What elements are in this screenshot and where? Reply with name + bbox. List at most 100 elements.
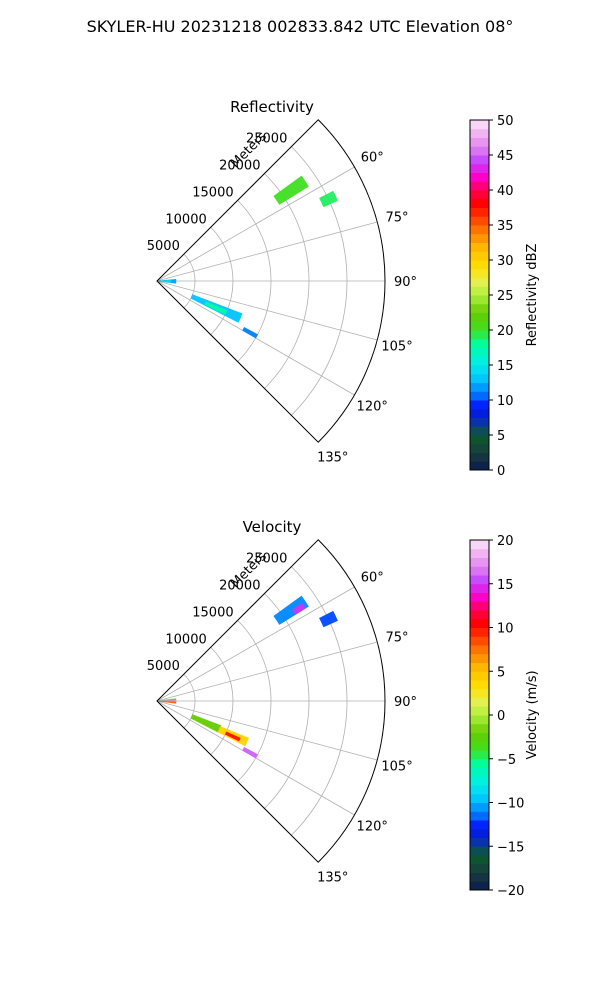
colorbar-tick-label-3: 15 <box>497 359 514 374</box>
azimuth-spoke-1 <box>156 221 378 282</box>
colorbar-segment-22 <box>470 688 489 698</box>
colorbar-segment-1 <box>470 452 489 462</box>
range-tick-label-3: 20000 <box>219 579 260 594</box>
colorbar-segment-18 <box>470 303 489 313</box>
colorbar-segment-18 <box>470 723 489 733</box>
colorbar-segment-25 <box>470 242 489 252</box>
echo-8 <box>292 602 306 615</box>
polar-frame <box>156 539 386 863</box>
colorbar-segment-39 <box>470 120 489 130</box>
colorbar-segment-38 <box>470 128 489 138</box>
colorbar-segment-11 <box>470 785 489 795</box>
azimuth-tick-label-5: 135° <box>317 871 348 886</box>
colorbar-segment-27 <box>470 225 489 235</box>
azimuth-tick-label-4: 120° <box>357 819 388 834</box>
azimuth-spoke-0 <box>156 166 355 282</box>
colorbar-segment-20 <box>470 286 489 296</box>
colorbar-segment-0 <box>470 881 489 891</box>
colorbar-segment-29 <box>470 207 489 217</box>
echo-3 <box>204 301 228 315</box>
colorbar-segment-26 <box>470 233 489 243</box>
colorbar-segment-9 <box>470 382 489 392</box>
range-tick-label-2: 15000 <box>192 185 233 200</box>
colorbar-tick-label-6: 10 <box>497 622 514 637</box>
colorbar-segment-34 <box>470 583 489 593</box>
colorbar-segment-1 <box>470 872 489 882</box>
colorbar-tick-label-1: −15 <box>497 840 524 855</box>
colorbar-segment-15 <box>470 750 489 760</box>
colorbar-segment-13 <box>470 347 489 357</box>
colorbar-segment-30 <box>470 198 489 208</box>
colorbar-segment-2 <box>470 863 489 873</box>
colorbar-segment-39 <box>470 540 489 550</box>
echo-7 <box>273 595 309 625</box>
colorbar-segment-33 <box>470 592 489 602</box>
range-tick-label-4: 25000 <box>246 552 287 567</box>
range-tick-label-4: 25000 <box>246 132 287 147</box>
echo-5 <box>224 731 241 742</box>
colorbar-segment-10 <box>470 793 489 803</box>
colorbar-segment-7 <box>470 820 489 830</box>
colorbar-segment-37 <box>470 557 489 567</box>
colorbar-segment-36 <box>470 566 489 576</box>
colorbar-tick-label-5: 5 <box>497 665 505 680</box>
colorbar-tick-label-0: 0 <box>497 464 505 479</box>
chart-title: Reflectivity <box>230 98 314 116</box>
azimuth-tick-label-1: 75° <box>386 211 409 226</box>
colorbar-segment-30 <box>470 618 489 628</box>
colorbar-label: Velocity (m/s) <box>525 670 540 759</box>
colorbar-segment-31 <box>470 190 489 200</box>
colorbar-segment-23 <box>470 680 489 690</box>
colorbar-segment-15 <box>470 330 489 340</box>
colorbar-segment-5 <box>470 417 489 427</box>
echo-2 <box>158 700 177 704</box>
colorbar-segment-31 <box>470 610 489 620</box>
echo-1 <box>160 280 171 283</box>
colorbar-segment-3 <box>470 855 489 865</box>
colorbar-segment-21 <box>470 277 489 287</box>
range-tick-label-1: 10000 <box>165 212 206 227</box>
colorbar-segment-20 <box>470 706 489 716</box>
range-tick-label-3: 20000 <box>219 159 260 174</box>
colorbar-segment-21 <box>470 697 489 707</box>
colorbar-segment-19 <box>470 715 489 725</box>
azimuth-tick-label-3: 105° <box>381 339 412 354</box>
colorbar-segment-6 <box>470 828 489 838</box>
colorbar-segment-12 <box>470 776 489 786</box>
colorbar-segment-33 <box>470 172 489 182</box>
colorbar-segment-5 <box>470 837 489 847</box>
colorbar-segment-37 <box>470 137 489 147</box>
colorbar-segment-4 <box>470 426 489 436</box>
echo-9 <box>319 610 338 628</box>
colorbar-segment-3 <box>470 435 489 445</box>
azimuth-spoke-0 <box>156 586 355 702</box>
colorbar-segment-8 <box>470 391 489 401</box>
colorbar-segment-17 <box>470 732 489 742</box>
colorbar-segment-27 <box>470 645 489 655</box>
colorbar-segment-16 <box>470 321 489 331</box>
colorbar-segment-23 <box>470 260 489 270</box>
colorbar-tick-label-2: −10 <box>497 797 524 812</box>
colorbar-tick-label-7: 35 <box>497 219 514 234</box>
colorbar-tick-label-10: 50 <box>497 114 514 129</box>
range-tick-label-0: 5000 <box>147 239 180 254</box>
colorbar-segment-38 <box>470 548 489 558</box>
colorbar-segment-0 <box>470 461 489 471</box>
colorbar-tick-label-4: 20 <box>497 324 514 339</box>
colorbar-segment-17 <box>470 312 489 322</box>
range-tick-label-2: 15000 <box>192 605 233 620</box>
colorbar-segment-24 <box>470 671 489 681</box>
colorbar-segment-9 <box>470 802 489 812</box>
chart-title: Velocity <box>243 518 302 536</box>
azimuth-spoke-3 <box>156 280 378 341</box>
echo-6 <box>242 746 259 759</box>
polar-frame <box>156 119 386 443</box>
azimuth-tick-label-0: 60° <box>361 571 384 586</box>
azimuth-tick-label-2: 90° <box>394 695 417 710</box>
colorbar-segment-14 <box>470 758 489 768</box>
colorbar-tick-label-8: 40 <box>497 184 514 199</box>
colorbar-segment-35 <box>470 155 489 165</box>
colorbar-tick-label-5: 25 <box>497 289 514 304</box>
